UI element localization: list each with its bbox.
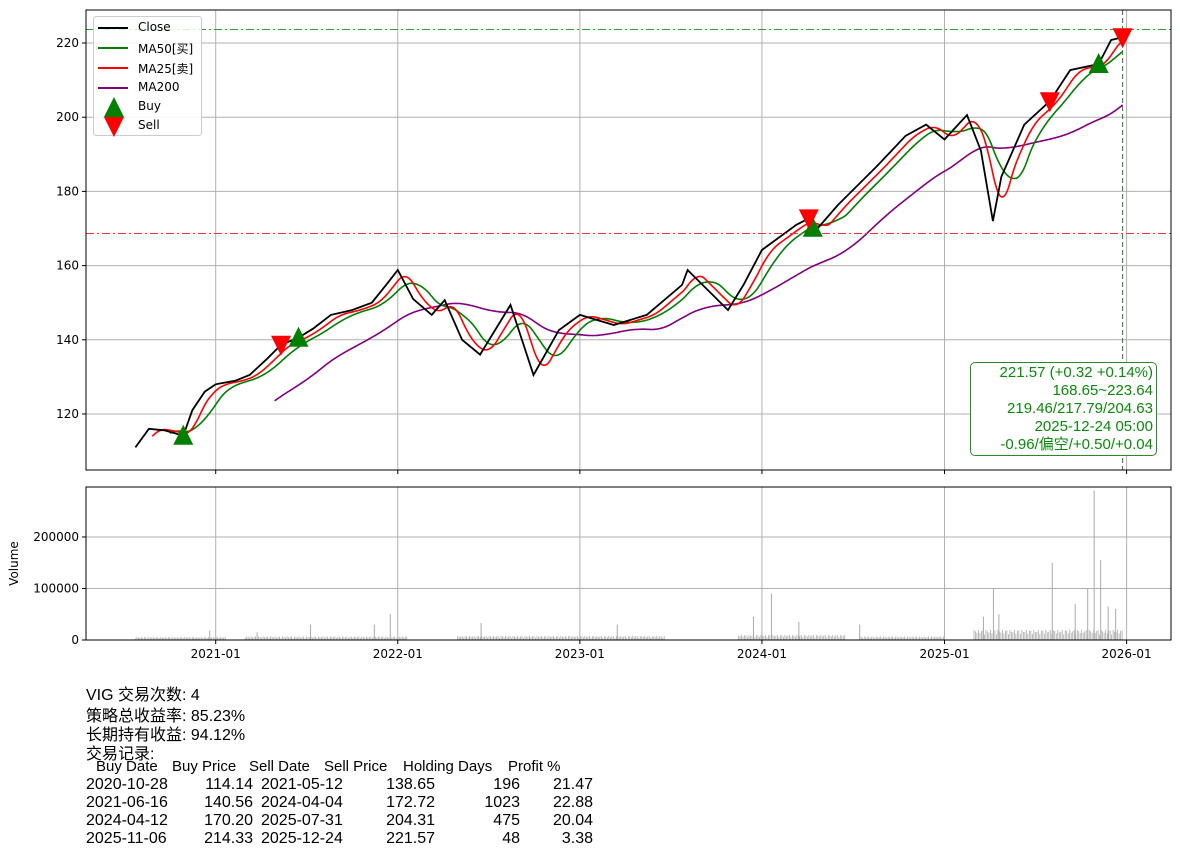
info-ma-values: 219.46/217.79/204.63 bbox=[1007, 400, 1153, 417]
table-cell: 138.65 bbox=[386, 776, 435, 793]
table-cell: 1023 bbox=[484, 794, 520, 811]
table-cell: 170.20 bbox=[204, 812, 253, 829]
table-header: Sell Date bbox=[249, 758, 310, 775]
table-cell: 221.57 bbox=[386, 830, 435, 847]
buy-marker bbox=[802, 216, 823, 237]
info-signal: -0.96/偏空/+0.50/+0.04 bbox=[1000, 436, 1153, 453]
legend-ma25: MA25[卖] bbox=[138, 62, 194, 76]
table-cell: 2025-11-06 bbox=[86, 830, 167, 847]
legend-close: Close bbox=[138, 20, 171, 34]
table-header: Sell Price bbox=[324, 758, 388, 775]
trade-count: VIG 交易次数: 4 bbox=[86, 687, 200, 704]
table-header: Buy Date bbox=[96, 758, 158, 775]
close-line bbox=[134, 36, 1123, 448]
info-range: 168.65~223.64 bbox=[1052, 382, 1153, 399]
sell-marker bbox=[1112, 28, 1133, 49]
volume-y-tick-label: 100000 bbox=[33, 581, 79, 595]
table-cell: 2025-12-24 bbox=[261, 830, 343, 847]
table-cell: 2024-04-04 bbox=[261, 794, 343, 811]
table-cell: 2020-10-28 bbox=[86, 776, 168, 793]
x-tick-label: 2023-01 bbox=[555, 647, 605, 661]
volume-panel bbox=[86, 487, 1171, 640]
legend-buy-sell-markers bbox=[104, 97, 124, 137]
info-box: 221.57 (+0.32 +0.14%) 168.65~223.64 219.… bbox=[970, 362, 1157, 456]
ma25-line bbox=[151, 40, 1124, 437]
sell-marker bbox=[798, 209, 819, 230]
y-tick-label: 180 bbox=[56, 184, 79, 198]
table-cell: 20.04 bbox=[552, 812, 593, 829]
x-tick-label: 2025-01 bbox=[919, 647, 969, 661]
table-cell: 2021-06-16 bbox=[86, 794, 168, 811]
x-tick-label: 2024-01 bbox=[737, 647, 787, 661]
legend-buy: Buy bbox=[138, 99, 161, 113]
table-cell: 196 bbox=[493, 776, 520, 793]
table-cell: 2025-07-31 bbox=[261, 812, 343, 829]
buy-marker bbox=[1088, 53, 1109, 74]
volume-frame bbox=[85, 486, 1172, 641]
buy-marker bbox=[288, 326, 309, 347]
table-cell: 214.33 bbox=[204, 830, 253, 847]
table-cell: 475 bbox=[493, 812, 520, 829]
table-header: Profit % bbox=[508, 758, 561, 775]
table-cell: 172.72 bbox=[386, 794, 435, 811]
sell-marker bbox=[271, 335, 292, 356]
table-cell: 48 bbox=[502, 830, 520, 847]
y-tick-label: 140 bbox=[56, 333, 79, 347]
table-cell: 3.38 bbox=[561, 830, 593, 847]
table-cell: 2024-04-12 bbox=[86, 812, 168, 829]
buy-marker bbox=[173, 424, 194, 445]
table-cell: 21.47 bbox=[552, 776, 593, 793]
volume-axis-label: Volume bbox=[7, 541, 21, 586]
legend-ma50: MA50[买] bbox=[138, 42, 194, 56]
legend-ma200-swatch bbox=[98, 87, 128, 89]
y-tick-label: 220 bbox=[56, 36, 79, 50]
legend: Close MA50[买] MA25[卖] MA200 Buy Sell bbox=[93, 16, 202, 137]
table-cell: 2021-05-12 bbox=[261, 776, 343, 793]
y-tick-label: 160 bbox=[56, 259, 79, 273]
y-tick-label: 200 bbox=[56, 110, 79, 124]
table-cell: 140.56 bbox=[204, 794, 253, 811]
records-title: 交易记录: bbox=[86, 746, 155, 763]
legend-ma50-swatch bbox=[98, 47, 128, 49]
x-tick-label: 2026-01 bbox=[1102, 647, 1152, 661]
x-tick-label: 2021-01 bbox=[191, 647, 241, 661]
volume-y-tick-label: 200000 bbox=[33, 530, 79, 544]
sell-marker bbox=[1039, 92, 1060, 113]
table-cell: 114.14 bbox=[205, 776, 253, 793]
info-price: 221.57 (+0.32 +0.14%) bbox=[999, 364, 1153, 381]
legend-ma25-swatch bbox=[98, 67, 128, 69]
table-header: Holding Days bbox=[403, 758, 493, 775]
table-cell: 204.31 bbox=[386, 812, 435, 829]
volume-y-tick-label: 0 bbox=[71, 633, 79, 647]
info-datetime: 2025-12-24 05:00 bbox=[1034, 418, 1153, 435]
ma200-line bbox=[274, 104, 1124, 402]
table-cell: 22.88 bbox=[552, 794, 593, 811]
price-frame bbox=[85, 9, 1172, 471]
legend-close-swatch bbox=[98, 27, 128, 29]
x-tick-label: 2022-01 bbox=[373, 647, 423, 661]
table-header: Buy Price bbox=[172, 758, 237, 775]
hold-return: 长期持有收益: 94.12% bbox=[86, 727, 246, 744]
ma50-line bbox=[169, 50, 1124, 434]
legend-sell: Sell bbox=[138, 118, 160, 132]
y-tick-label: 120 bbox=[56, 407, 79, 421]
strategy-return: 策略总收益率: 85.23% bbox=[86, 708, 246, 725]
legend-ma200: MA200 bbox=[138, 80, 180, 94]
